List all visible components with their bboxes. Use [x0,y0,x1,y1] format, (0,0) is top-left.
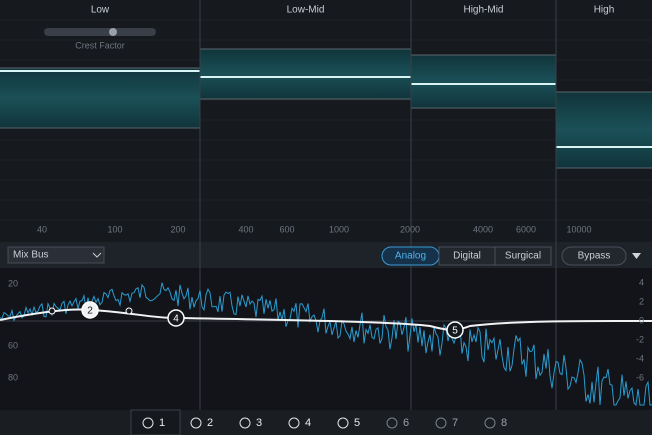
right-scale-label: -6 [636,372,644,382]
right-scale-label: -4 [636,353,644,363]
eq-node[interactable] [167,309,185,327]
eq-node[interactable] [446,321,464,339]
eq-node-label: 5 [452,326,458,337]
eq-handle[interactable] [125,307,133,315]
tab-label: 4 [305,417,311,429]
tab-label: 3 [256,417,262,429]
menu-arrow[interactable] [632,253,641,259]
band-region[interactable] [411,55,556,108]
tab-bar [0,410,652,435]
bypass-label: Bypass [578,251,611,262]
eq-node-label: 4 [173,314,179,325]
tab-icon[interactable] [337,417,349,429]
preset-dropdown[interactable] [7,246,105,264]
crest-knob[interactable] [109,28,117,36]
tab-icon[interactable] [142,417,154,429]
right-scale-label: 2 [639,296,644,306]
tab-label: 5 [354,417,360,429]
left-scale-label: 60 [8,340,18,350]
bypass-button[interactable] [561,246,627,266]
tab-selected [130,409,181,435]
mode-label: Analog [395,251,426,262]
tab-label: 6 [403,417,409,429]
eq-handle[interactable] [48,307,56,315]
tab-icon[interactable] [435,417,447,429]
band-region[interactable] [0,68,200,128]
preset-label: Mix Bus [13,250,49,261]
tab-icon[interactable] [239,417,251,429]
band-label: High-Mid [463,5,503,16]
tab-label: 1 [159,417,165,429]
tab-icon[interactable] [190,417,202,429]
tab-label: 8 [501,417,507,429]
band-label: Low-Mid [287,5,325,16]
frequency-label: 10000 [566,224,591,234]
mode-button[interactable] [494,246,552,266]
spectrum [0,282,652,407]
eq-area [0,268,652,410]
crest-slider[interactable] [44,28,156,36]
frequency-label: 40 [37,224,47,234]
eq-node-label: 2 [87,306,93,317]
mode-label: Digital [453,251,481,262]
frequency-label: 600 [279,224,294,234]
left-scale-label: 80 [8,372,18,382]
tab-label: 2 [207,417,213,429]
frequency-label: 4000 [473,224,493,234]
dropdown-arrow [92,252,102,258]
frequency-label: 400 [238,224,253,234]
frequency-label: 1000 [329,224,349,234]
frequency-label: 2000 [400,224,420,234]
right-scale-label: 4 [639,277,644,287]
left-scale-label: 20 [8,278,18,288]
band-label: High [594,5,615,16]
tab-icon[interactable] [484,417,496,429]
right-scale-label: -2 [636,334,644,344]
frequency-label: 6000 [516,224,536,234]
frequency-label: 100 [107,224,122,234]
eq-node[interactable] [81,301,99,319]
band-label: Low [91,5,110,16]
frequency-label: 200 [170,224,185,234]
tab-icon[interactable] [288,417,300,429]
tab-icon[interactable] [386,417,398,429]
mode-label: Surgical [505,251,541,262]
right-scale-label: 0 [639,315,644,325]
crest-label: Crest Factor [75,40,125,50]
band-region[interactable] [200,49,411,99]
band-region[interactable] [556,92,652,168]
tab-label: 7 [452,417,458,429]
